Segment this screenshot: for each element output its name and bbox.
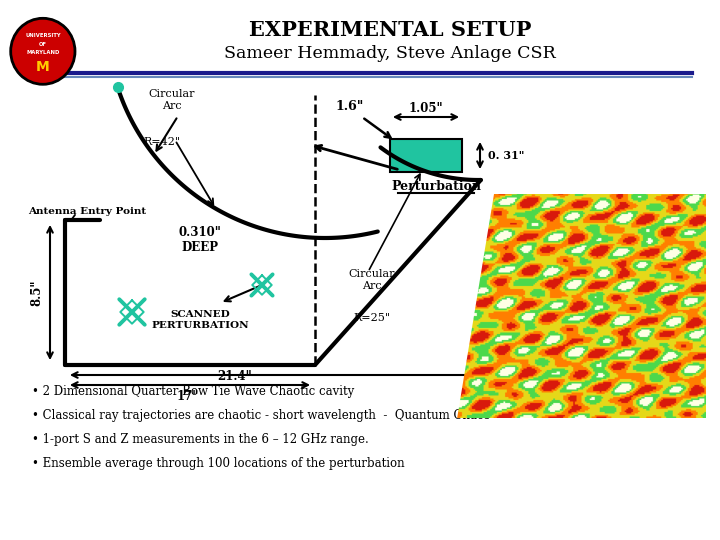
Circle shape <box>11 18 75 84</box>
Text: Perturbation: Perturbation <box>391 180 481 193</box>
Text: Circular
Arc: Circular Arc <box>348 269 395 291</box>
Text: 21.4": 21.4" <box>217 370 253 383</box>
Text: EXPERIMENTAL SETUP: EXPERIMENTAL SETUP <box>249 20 531 40</box>
Text: Eigen mode Image at
12.57GHz: Eigen mode Image at 12.57GHz <box>518 333 652 357</box>
Text: 8.5": 8.5" <box>30 279 43 306</box>
Text: SCANNED
PERTURBATION: SCANNED PERTURBATION <box>151 310 249 330</box>
Text: R=42": R=42" <box>143 137 181 147</box>
Text: M: M <box>36 60 50 74</box>
Text: R=25": R=25" <box>354 313 390 323</box>
Text: Circular
Arc: Circular Arc <box>149 89 195 111</box>
Text: 1.05": 1.05" <box>409 102 444 114</box>
Text: MARYLAND: MARYLAND <box>26 50 60 55</box>
Text: • 2 Dimensional Quarter Bow Tie Wave Chaotic cavity: • 2 Dimensional Quarter Bow Tie Wave Cha… <box>32 386 354 399</box>
Text: • Classical ray trajectories are chaotic - short wavelength  -  Quantum Chaos: • Classical ray trajectories are chaotic… <box>32 409 490 422</box>
Text: 17": 17" <box>177 390 199 403</box>
Text: Sameer Hemmady, Steve Anlage CSR: Sameer Hemmady, Steve Anlage CSR <box>224 44 556 62</box>
Text: 0.310"
DEEP: 0.310" DEEP <box>179 226 222 254</box>
Text: OF: OF <box>39 42 47 47</box>
Text: 0. 31": 0. 31" <box>488 150 524 161</box>
Text: • Ensemble average through 100 locations of the perturbation: • Ensemble average through 100 locations… <box>32 457 405 470</box>
Text: Antenna Entry Point: Antenna Entry Point <box>28 207 146 217</box>
Text: UNIVERSITY: UNIVERSITY <box>25 33 60 38</box>
Text: • 1-port S and Z measurements in the 6 – 12 GHz range.: • 1-port S and Z measurements in the 6 –… <box>32 434 369 447</box>
Text: 1.6": 1.6" <box>336 100 364 113</box>
Bar <box>390 139 462 172</box>
